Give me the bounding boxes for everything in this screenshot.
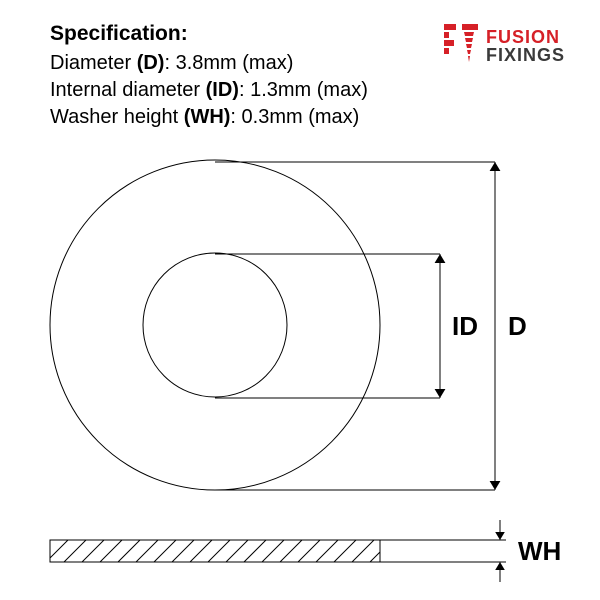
dim-label-id: ID	[452, 311, 478, 341]
spec-val: : 0.3mm (max)	[230, 106, 359, 128]
spec-line-internal-diameter: Internal diameter (ID): 1.3mm (max)	[50, 79, 570, 102]
brand-logo: FUSION FIXINGS	[442, 22, 565, 70]
spec-label: Diameter	[50, 52, 137, 74]
spec-label: Washer height	[50, 106, 184, 128]
spec-label: Internal diameter	[50, 79, 206, 101]
spec-sym: (D)	[137, 52, 165, 74]
spec-line-washer-height: Washer height (WH): 0.3mm (max)	[50, 106, 570, 129]
washer-diagram: D ID WH	[0, 150, 600, 600]
screw-icon	[442, 22, 480, 70]
spec-sym: (WH)	[184, 106, 231, 128]
washer-outer-circle	[50, 160, 380, 490]
spec-val: : 1.3mm (max)	[239, 79, 368, 101]
washer-inner-circle	[143, 253, 287, 397]
dim-label-wh: WH	[518, 536, 561, 566]
spec-val: : 3.8mm (max)	[164, 52, 293, 74]
dim-label-d: D	[508, 311, 527, 341]
spec-sym: (ID)	[206, 79, 239, 101]
washer-side-view	[50, 540, 380, 562]
logo-line1: FUSION	[486, 28, 565, 46]
logo-line2: FIXINGS	[486, 46, 565, 64]
